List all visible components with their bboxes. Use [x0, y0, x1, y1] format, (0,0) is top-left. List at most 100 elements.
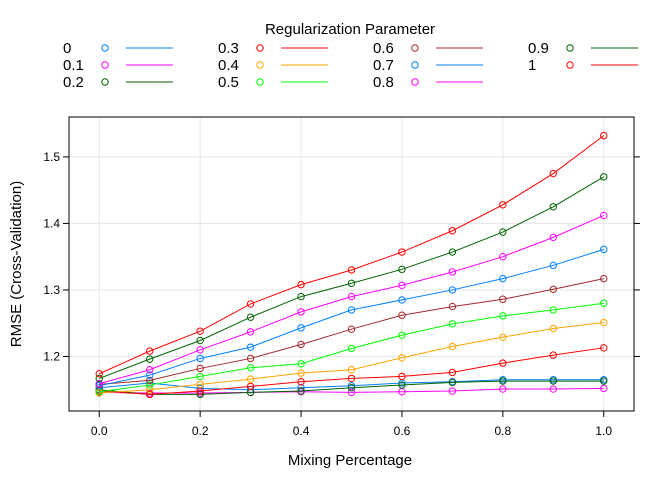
legend-item-0.6: 0.6 [373, 40, 483, 57]
data-point-0.2-7 [448, 378, 457, 387]
legend-label-0: 0 [63, 40, 71, 57]
data-point-0.9-3 [246, 313, 255, 321]
data-point-0.5-4 [297, 360, 305, 368]
plot-panel: 0.0 0.2 0.4 0.6 0.8 1.0 1.2 1.3 1.4 1.5 [43, 116, 640, 438]
legend-marker-0 [101, 44, 109, 52]
legend-marker-0.3 [256, 44, 264, 52]
data-point-0.7-6 [398, 296, 406, 304]
data-point-0.3-8 [499, 359, 507, 367]
legend-item-1: 1 [528, 57, 638, 74]
data-point-0.3-6 [398, 372, 406, 381]
data-point-0.9-8 [499, 228, 507, 236]
data-point-1-0 [95, 370, 103, 378]
data-point-0.3-10 [600, 344, 608, 352]
x-axis: 0.0 0.2 0.4 0.6 0.8 1.0 [91, 411, 612, 438]
data-point-0.4-7 [448, 342, 457, 351]
data-point-0.4-5 [347, 366, 356, 374]
data-point-0.4-10 [600, 318, 608, 327]
data-point-0.8-5 [347, 292, 356, 301]
data-point-0.7-8 [499, 274, 507, 283]
data-point-0.9-7 [448, 248, 457, 256]
series-layer [95, 131, 608, 399]
data-point-0.4-4 [297, 369, 305, 377]
data-point-0.8-8 [499, 252, 507, 261]
data-point-0.5-6 [398, 331, 406, 339]
legend-label-0.2: 0.2 [63, 74, 84, 91]
series-0.9 [95, 173, 608, 383]
data-point-0.9-0 [95, 374, 103, 383]
data-point-1-10 [600, 131, 608, 140]
data-point-0.6-7 [448, 302, 457, 311]
data-point-0.9-9 [549, 203, 557, 211]
data-point-0.7-2 [196, 354, 204, 363]
data-point-0.5-8 [499, 312, 507, 320]
legend-item-0.5: 0.5 [218, 74, 328, 91]
legend-marker-0.5 [256, 78, 264, 86]
y-tick-label-3: 1.5 [43, 150, 60, 164]
legend-marker-1 [566, 61, 574, 69]
x-tick-label-0: 0.0 [91, 424, 108, 438]
series-0.8 [95, 211, 608, 388]
y-tick-label-2: 1.4 [43, 216, 60, 230]
data-point-0.6-6 [398, 311, 406, 319]
panel-frame [68, 116, 635, 412]
data-point-0.1-9 [549, 385, 557, 393]
data-point-0.3-9 [549, 351, 557, 359]
data-point-1-7 [448, 227, 457, 235]
series-line-0.8 [99, 214, 604, 385]
data-point-0.5-2 [196, 372, 204, 381]
legend: 00.10.2 0.30.40.5 0.60.70.8 0.91 [63, 40, 638, 91]
data-point-0.9-4 [297, 292, 305, 301]
data-point-0.8-10 [600, 211, 608, 220]
y-axis-title: RMSE (Cross-Validation) [8, 181, 25, 347]
data-point-0.2-8 [499, 377, 507, 385]
data-point-1-3 [246, 300, 255, 308]
data-point-0.3-5 [347, 374, 356, 383]
data-point-0.9-10 [600, 173, 608, 181]
series-line-0.6 [99, 278, 604, 385]
data-point-1-6 [398, 248, 406, 256]
data-point-0.9-2 [196, 336, 204, 345]
data-point-0.4-6 [398, 354, 406, 362]
data-point-0.7-4 [297, 324, 305, 332]
data-point-0.6-3 [246, 354, 255, 363]
data-point-0.9-5 [347, 279, 356, 287]
legend-label-0.3: 0.3 [218, 40, 239, 57]
data-point-0.1-7 [448, 387, 457, 395]
data-point-0.7-3 [246, 343, 255, 351]
y-axis: 1.2 1.3 1.4 1.5 [43, 150, 640, 363]
data-point-0.6-5 [347, 325, 356, 333]
series-1 [95, 131, 608, 378]
data-point-0.2-9 [549, 377, 557, 385]
data-point-0.6-2 [196, 364, 204, 373]
data-point-0.9-1 [146, 355, 154, 363]
data-point-0.3-1 [146, 390, 154, 399]
series-0.7 [95, 245, 608, 390]
legend-label-0.8: 0.8 [373, 74, 394, 91]
data-point-0.1-8 [499, 385, 507, 393]
data-point-0.8-9 [549, 233, 557, 242]
series-line-0.9 [99, 176, 604, 379]
data-point-0.6-9 [549, 285, 557, 293]
data-point-0-0 [95, 384, 103, 392]
data-point-0.6-10 [600, 274, 608, 283]
data-point-0.5-9 [549, 306, 557, 314]
x-tick-label-2: 0.4 [293, 424, 310, 438]
legend-marker-0.6 [411, 44, 419, 52]
series-line-1 [99, 135, 605, 375]
series-0.2 [95, 377, 608, 399]
series-line-0.3 [99, 347, 604, 395]
legend-marker-0.7 [411, 61, 419, 69]
legend-marker-0.4 [256, 61, 264, 69]
data-point-0.7-10 [600, 245, 608, 254]
legend-item-0.1: 0.1 [63, 57, 173, 74]
legend-item-0.4: 0.4 [218, 57, 328, 74]
data-point-0.6-8 [499, 295, 507, 303]
series-line-0.2 [99, 380, 604, 395]
data-point-0.4-3 [246, 375, 255, 383]
data-point-0.8-1 [146, 366, 154, 374]
legend-label-0.1: 0.1 [63, 57, 84, 74]
x-tick-label-3: 0.6 [394, 424, 411, 438]
data-point-0.4-2 [196, 380, 204, 389]
